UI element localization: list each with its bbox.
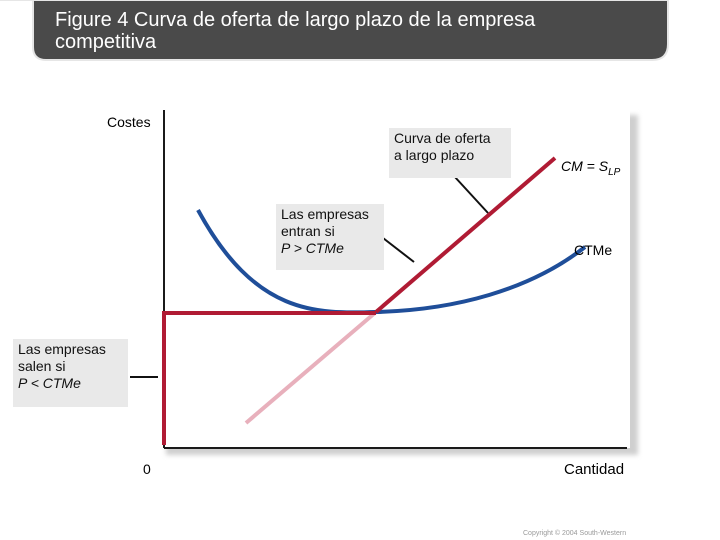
annotation-exit: Las empresas salen si P < CTMe (13, 339, 128, 407)
copyright-text: Copyright © 2004 South-Western (523, 530, 627, 537)
annotation-enter: Las empresas entran si P > CTMe (276, 204, 384, 270)
enter-pointer-line (382, 237, 415, 263)
annotation-line: Curva de oferta (394, 130, 491, 146)
annotation-line: salen si (18, 358, 66, 374)
title-bar: Figure 4 Curva de oferta de largo plazo … (0, 0, 720, 65)
origin-label: 0 (143, 461, 151, 477)
y-axis-label: Costes (107, 114, 151, 130)
annotation-line: Las empresas (18, 341, 106, 357)
annotation-line: P > CTMe (281, 240, 344, 256)
cm-slp-label-sub: LP (608, 166, 621, 178)
cm-curve-lower-segment (244, 310, 378, 425)
ctme-label: CTMe (574, 242, 613, 258)
annotation-line: Las empresas (281, 206, 369, 222)
long-run-supply-curve (374, 156, 557, 314)
x-axis-label: Cantidad (564, 461, 625, 478)
annotation-line: entran si (281, 223, 335, 239)
supply-pointer-line (453, 175, 489, 214)
title-bar-shape (0, 0, 669, 61)
annotation-line: P < CTMe (18, 375, 81, 391)
cm-slp-label: CM = SLP (561, 158, 620, 178)
annotation-line: a largo plazo (394, 147, 475, 163)
minimum-price-line (162, 311, 376, 445)
cm-slp-label-main: CM = S (561, 158, 609, 174)
page-title: Figure 4 Curva de oferta de largo plazo … (55, 9, 536, 53)
annotation-supply: Curva de oferta a largo plazo (389, 128, 511, 178)
